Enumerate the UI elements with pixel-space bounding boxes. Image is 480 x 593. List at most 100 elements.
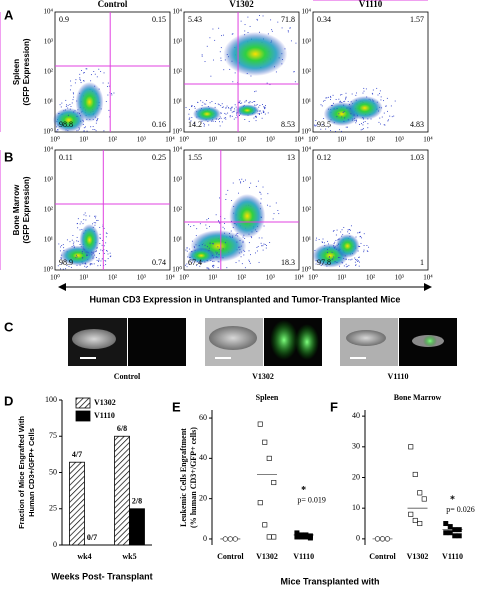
event-dot <box>363 90 365 92</box>
event-dot <box>295 42 297 44</box>
x-tick-label: V1110 <box>293 552 314 561</box>
event-dot <box>242 240 244 242</box>
event-dot <box>80 82 82 84</box>
event-dot <box>59 104 61 106</box>
event-dot <box>260 112 262 114</box>
event-dot <box>225 117 227 119</box>
event-dot <box>85 263 87 265</box>
event-dot <box>98 261 100 262</box>
event-dot <box>333 246 335 248</box>
event-dot <box>341 94 343 96</box>
event-dot <box>199 265 201 267</box>
event-dot <box>212 265 214 266</box>
y-tick-label: 10² <box>173 206 182 214</box>
event-dot <box>386 97 388 99</box>
point <box>374 536 381 542</box>
event-dot <box>263 106 265 108</box>
column-header: V1302 <box>229 0 254 9</box>
event-dot <box>293 71 295 73</box>
event-dot <box>264 113 266 115</box>
y-tick-label: 40 <box>199 453 207 462</box>
event-dot <box>350 225 352 227</box>
event-dot <box>345 97 347 99</box>
event-dot <box>102 82 104 84</box>
event-dot <box>60 268 61 270</box>
event-dot <box>345 98 346 100</box>
event-dot <box>244 119 246 120</box>
point <box>262 439 268 445</box>
event-dot <box>249 101 251 103</box>
event-dot <box>363 233 365 235</box>
y-tick-label: 0 <box>53 540 57 549</box>
event-dot <box>109 256 111 258</box>
event-dot <box>260 193 262 195</box>
event-dot <box>209 102 211 104</box>
event-dot <box>102 250 103 252</box>
event-dot <box>315 239 317 241</box>
event-dot <box>255 90 257 92</box>
event-dot <box>328 126 329 128</box>
event-dot <box>209 37 211 39</box>
event-dot <box>70 85 72 87</box>
y-tick-label: 10⁰ <box>301 128 311 136</box>
event-dot <box>345 92 347 94</box>
event-dot <box>326 97 328 99</box>
event-dot <box>379 117 381 119</box>
event-dot <box>225 113 227 115</box>
x-tick-label: 10³ <box>137 274 146 282</box>
event-dot <box>363 128 364 130</box>
event-dot <box>223 34 224 36</box>
bar <box>114 435 130 546</box>
event-dot <box>354 261 356 263</box>
event-dot <box>367 127 369 129</box>
quadrant-value: 0.25 <box>152 153 166 162</box>
y-tick-label: 10¹ <box>44 236 53 244</box>
event-dot <box>73 93 75 95</box>
event-dot <box>92 223 93 225</box>
event-dot <box>287 31 289 33</box>
event-dot <box>271 30 273 32</box>
event-dot <box>225 107 227 109</box>
event-dot <box>83 127 85 129</box>
event-dot <box>85 219 87 221</box>
event-dot <box>108 85 110 87</box>
event-dot <box>107 258 109 260</box>
event-dot <box>323 100 324 102</box>
event-dot <box>331 258 333 260</box>
event-dot <box>69 104 71 105</box>
event-dot <box>334 261 336 263</box>
event-dot <box>233 110 235 112</box>
event-dot <box>229 235 231 237</box>
event-dot <box>61 262 63 264</box>
event-dot <box>264 107 266 109</box>
event-dot <box>60 106 62 108</box>
event-dot <box>111 94 113 96</box>
event-dot <box>213 265 215 267</box>
shared-x-label: Mice Transplanted with <box>280 576 379 586</box>
event-dot <box>212 243 214 245</box>
event-dot <box>191 117 193 119</box>
event-dot <box>238 101 240 103</box>
event-dot <box>343 227 345 228</box>
event-dot <box>248 250 250 252</box>
event-dot <box>240 256 242 258</box>
event-dot <box>218 118 220 120</box>
event-dot <box>321 241 323 243</box>
event-dot <box>221 35 223 37</box>
event-dot <box>247 32 249 33</box>
event-dot <box>345 263 347 265</box>
density <box>235 104 260 117</box>
value-label: 0/7 <box>87 533 97 542</box>
panel-label: C <box>4 319 14 334</box>
event-dot <box>83 80 84 82</box>
quadrant-value: 97.8 <box>317 258 331 267</box>
event-dot <box>106 233 108 235</box>
event-dot <box>366 250 368 252</box>
event-dot <box>73 241 75 243</box>
event-dot <box>275 202 277 204</box>
y-tick-label: 60 <box>199 413 207 422</box>
event-dot <box>359 231 361 233</box>
quadrant-value: 0.16 <box>152 120 166 129</box>
event-dot <box>221 107 223 108</box>
